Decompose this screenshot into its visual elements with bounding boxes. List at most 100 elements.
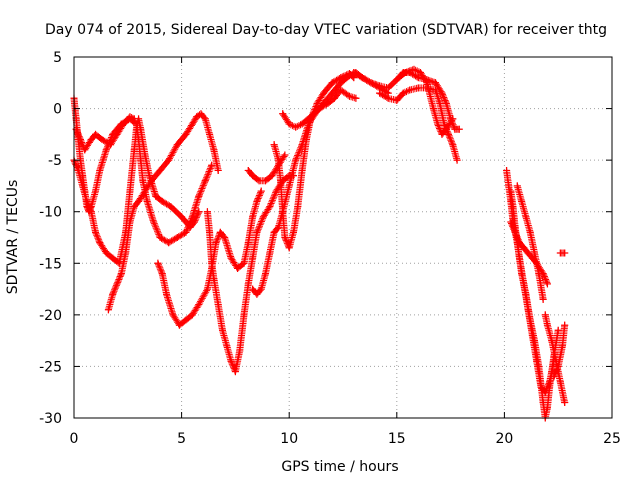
data-point [139,177,147,185]
data-point [520,244,528,252]
data-point [507,187,515,195]
data-point [399,89,407,97]
data-point [141,187,149,195]
data-point [81,146,89,154]
data-point [165,239,173,247]
data-point [337,86,345,94]
data-point [126,187,134,195]
data-point [79,182,87,190]
data-point [191,218,199,226]
data-point [509,203,517,211]
x-tick-label: 15 [388,431,406,447]
data-point [367,79,375,87]
data-point [255,177,263,185]
data-point [227,254,235,262]
data-point [511,228,519,236]
data-point [135,197,143,205]
data-point [203,285,211,293]
data-point [214,301,222,309]
data-point [376,82,384,90]
data-point [285,244,293,252]
series-pass-4 [104,110,222,314]
data-point [173,141,181,149]
data-point [410,65,418,73]
data-point [270,228,278,236]
data-point [163,290,171,298]
axis-ticks: 0 5 10 15 20 25 -30 -25 -20 -15 -10 -5 0 5 [39,50,621,447]
data-point [524,306,532,314]
data-point [240,259,248,267]
data-point [434,120,442,128]
series-marker-trail [72,113,138,154]
data-point [96,166,104,174]
x-tick-label: 0 [70,431,79,447]
data-point [298,166,306,174]
x-axis-label: GPS time / hours [281,459,398,475]
series-marker-trail [507,187,558,396]
data-point [313,99,321,107]
data-point [173,234,181,241]
data-point [216,228,224,236]
data-point [87,208,95,216]
data-point [507,218,515,226]
data-point [401,68,409,76]
series-marker-trail [203,172,297,376]
data-point [203,208,211,216]
data-point [214,166,222,174]
data-point [257,285,265,293]
data-point [154,259,162,267]
data-point [337,74,345,82]
x-tick-label: 5 [177,431,186,447]
data-point [152,192,160,200]
data-point [182,228,190,236]
data-point [262,177,270,185]
x-tick-label: 25 [603,431,621,447]
x-tick-label: 20 [495,431,513,447]
data-point [188,120,196,128]
data-point [442,99,450,107]
data-point [281,234,289,241]
data-point [449,141,457,149]
data-point [193,113,201,121]
data-point [102,249,110,257]
data-point [541,388,549,396]
data-point [87,136,95,144]
data-point [218,326,226,334]
data-point [83,197,91,205]
data-point [249,213,257,221]
data-point [395,74,403,82]
y-tick-label: -5 [48,153,62,169]
series-pass-7 [244,151,289,185]
data-point [285,120,293,128]
data-point [416,68,424,76]
data-point [535,270,543,278]
data-point [279,208,287,216]
data-point [561,399,569,407]
data-point [76,136,84,144]
data-point [429,105,437,113]
data-point [223,342,231,350]
data-point [298,120,306,128]
data-point [406,86,414,94]
data-point [515,254,523,262]
data-point [330,94,338,102]
data-point [550,373,558,381]
data-point [244,166,252,174]
series-pass-16 [507,218,551,288]
y-tick-label: 5 [53,50,62,66]
series-pass-15 [507,187,558,396]
series-pass-6 [203,172,298,376]
data-point [206,228,214,236]
data-point [141,151,149,159]
data-point [503,166,511,174]
data-point [74,166,82,174]
data-point [182,130,190,138]
data-point [358,74,366,82]
data-point [253,228,261,236]
data-point [414,84,422,92]
y-tick-label: -15 [39,256,62,272]
data-point [259,213,267,221]
data-point [268,172,276,180]
data-point [345,92,353,100]
